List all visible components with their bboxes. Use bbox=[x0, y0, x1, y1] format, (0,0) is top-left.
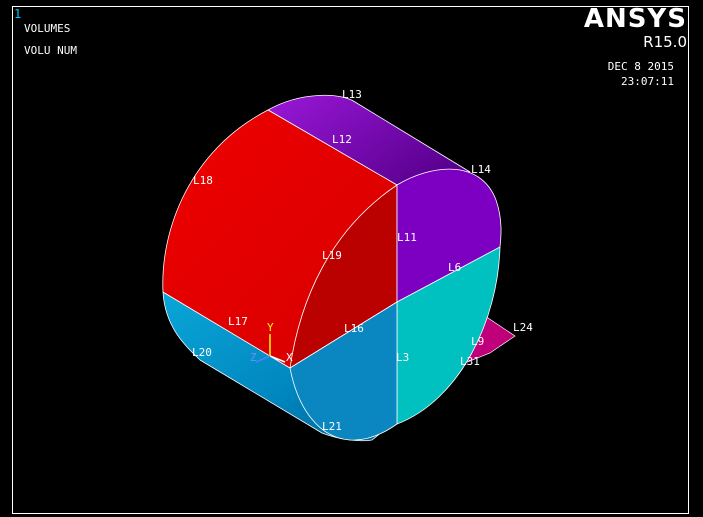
line-label-l12: L12 bbox=[332, 133, 352, 146]
triad-x-label: X bbox=[286, 351, 293, 364]
triad-x-axis bbox=[269, 355, 286, 363]
line-label-l31: L31 bbox=[460, 355, 480, 368]
line-label-l19: L19 bbox=[322, 249, 342, 262]
line-label-l3: L3 bbox=[396, 351, 409, 364]
face-red-inner bbox=[289, 184, 398, 369]
triad-z-label: Z bbox=[250, 351, 257, 364]
triad-z-axis bbox=[255, 355, 271, 363]
brand-version: R15.0 bbox=[643, 33, 687, 51]
plot-time: 23:07:11 bbox=[621, 75, 674, 88]
face-blue-front bbox=[289, 301, 398, 441]
line-label-l21: L21 bbox=[322, 420, 342, 433]
line-label-l24: L24 bbox=[513, 321, 533, 334]
line-label-l13: L13 bbox=[342, 88, 362, 101]
brand-name: ANSYS bbox=[583, 4, 687, 34]
window-number: 1 bbox=[14, 7, 22, 21]
line-label-l14: L14 bbox=[471, 163, 491, 176]
line-label-l20: L20 bbox=[192, 346, 212, 359]
triad-y-label: Y bbox=[267, 321, 274, 334]
ansys-logo: ANSYS R15.0 bbox=[584, 4, 687, 50]
plot-title: VOLUMES bbox=[24, 22, 71, 35]
plot-subtitle: VOLU NUM bbox=[24, 44, 77, 57]
line-label-l9: L9 bbox=[471, 335, 484, 348]
plot-date: DEC 8 2015 bbox=[607, 60, 674, 73]
graphics-window-border bbox=[12, 6, 689, 514]
line-label-l18: L18 bbox=[193, 174, 213, 187]
coordinate-triad: Y X Z bbox=[250, 321, 293, 364]
line-label-l17: L17 bbox=[228, 315, 248, 328]
line-label-l16: L16 bbox=[344, 322, 364, 335]
line-label-l6: L6 bbox=[448, 261, 461, 274]
volume-purple-cap[interactable] bbox=[396, 168, 502, 303]
line-label-l11: L11 bbox=[397, 231, 417, 244]
volume-cyan[interactable] bbox=[396, 246, 501, 425]
